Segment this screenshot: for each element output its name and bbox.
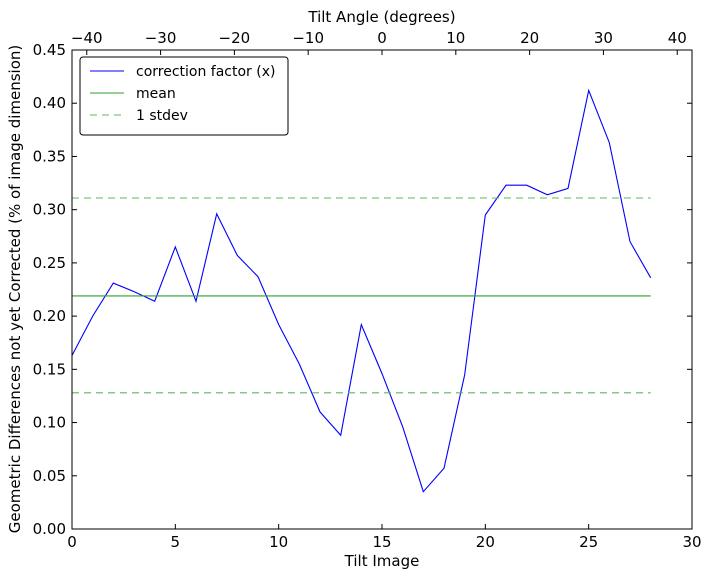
x2-tick-label: −10 xyxy=(292,29,324,47)
x2-tick-label: 40 xyxy=(668,29,687,47)
plot-area xyxy=(71,88,652,493)
legend: correction factor (x) mean 1 stdev xyxy=(79,56,289,136)
legend-label: 1 stdev xyxy=(136,108,188,124)
x-tick-label: 0 xyxy=(67,533,77,551)
x-tick-label: 10 xyxy=(269,533,288,551)
y-tick-label: 0.40 xyxy=(33,94,66,112)
x2-axis-title: Tilt Angle (degrees) xyxy=(307,8,455,26)
x-tick-label: 5 xyxy=(171,533,181,551)
y-tick-label: 0.20 xyxy=(33,307,66,325)
y-tick-label: 0.45 xyxy=(33,41,66,59)
y-tick-label: 0.30 xyxy=(33,201,66,219)
y-tick-label: 0.05 xyxy=(33,467,66,485)
x2-tick-label: 20 xyxy=(520,29,539,47)
x2-tick-label: −40 xyxy=(71,29,103,47)
x2-tick-label: 30 xyxy=(594,29,613,47)
x-tick-label: 15 xyxy=(372,533,391,551)
y-tick-label: 0.35 xyxy=(33,147,66,165)
legend-box xyxy=(79,56,289,136)
legend-label: correction factor (x) xyxy=(136,64,275,80)
x2-tick-label: −20 xyxy=(219,29,251,47)
series-line-0 xyxy=(71,88,652,493)
y-tick-label: 0.25 xyxy=(33,254,66,272)
x-tick-label: 25 xyxy=(579,533,598,551)
y-axis-title: Geometric Differences not yet Corrected … xyxy=(6,45,24,534)
y-tick-label: 0.00 xyxy=(33,520,66,538)
y-tick-label: 0.15 xyxy=(33,360,66,378)
legend-label: mean xyxy=(136,86,176,102)
y-tick-label: 0.10 xyxy=(33,414,66,432)
x-axis-title: Tilt Image xyxy=(344,552,420,570)
x-tick-label: 30 xyxy=(682,533,701,551)
x-tick-label: 20 xyxy=(476,533,495,551)
x2-tick-label: 0 xyxy=(377,29,387,47)
x2-tick-label: −30 xyxy=(145,29,177,47)
x2-tick-label: 10 xyxy=(446,29,465,47)
axes: 0 5 10 15 20 25 30 −40 −30 −20 −10 0 10 20 30 40 0.00 0.0… xyxy=(33,29,702,551)
